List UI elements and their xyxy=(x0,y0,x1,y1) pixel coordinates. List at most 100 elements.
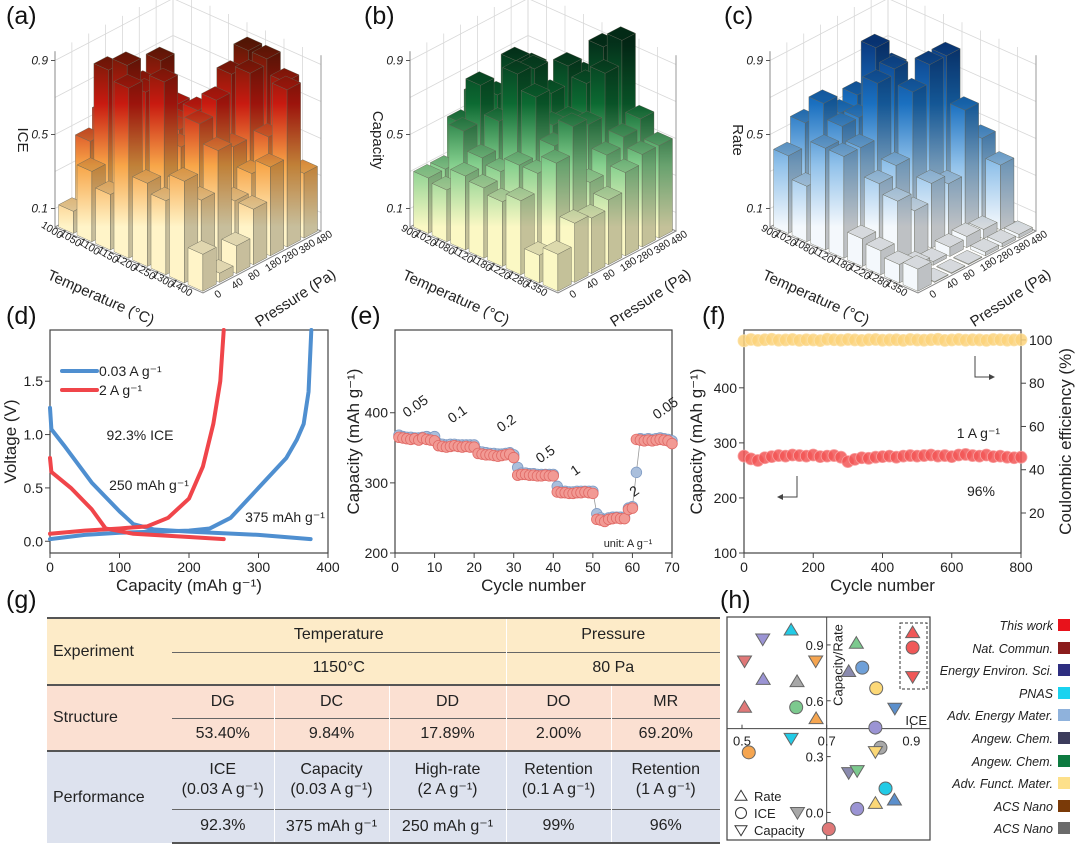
y-axis-label: Capacity/Rate xyxy=(831,624,846,706)
pressure-axis-label: Pressure (Pa) xyxy=(967,266,1054,331)
panel-label-h: (h) xyxy=(720,586,751,614)
bar xyxy=(986,229,1017,248)
journal-legend-label: PNAS xyxy=(1018,686,1053,701)
pressure-tick-label: 0 xyxy=(212,288,224,301)
pressure-tick-label: 0 xyxy=(927,288,939,301)
x-tick-label: 300 xyxy=(247,559,271,575)
data-point xyxy=(587,487,599,500)
pressure-tick-label: 40 xyxy=(584,276,601,293)
cell-dd: 17.89% xyxy=(388,717,506,751)
y-axis-label: Capacity (mAh g⁻¹) xyxy=(687,369,706,515)
cell-mr: 69.20% xyxy=(610,717,720,751)
y2-axis-label: Coulombic efficiency (%) xyxy=(1056,348,1075,535)
journal-color-swatch xyxy=(1058,732,1070,744)
z-axis-label: Rate xyxy=(729,124,746,156)
z-tick-label: 0.1 xyxy=(746,202,763,216)
rate-marker xyxy=(783,622,799,636)
bar xyxy=(934,233,964,257)
y2-tick-label: 40 xyxy=(1029,462,1045,478)
bar xyxy=(542,240,572,292)
bar3d-chart-a: 0.10.50.91000105011001150120012501300140… xyxy=(14,0,339,331)
journal-legend-item: Angew. Chem. xyxy=(972,732,1070,746)
pressure-tick-label: 0 xyxy=(567,288,579,301)
cell-high-rate: 250 mAh g⁻¹ xyxy=(388,808,506,844)
journal-legend-label: Angew. Chem. xyxy=(971,732,1053,746)
data-point xyxy=(547,470,559,482)
bar xyxy=(953,250,983,266)
y-tick-label: 300 xyxy=(365,475,389,491)
capacity-marker xyxy=(867,746,884,760)
row-header-structure: Structure xyxy=(47,684,172,751)
bar xyxy=(187,240,217,292)
rate-label: 2 xyxy=(626,482,642,500)
y-tick-label: 1.0 xyxy=(24,427,44,443)
ice-marker xyxy=(741,745,756,760)
ice-marker xyxy=(869,681,884,696)
rate-marker xyxy=(867,795,884,809)
panel-label-b: (b) xyxy=(364,2,395,30)
x-tick-label: 600 xyxy=(940,559,964,575)
x-tick-label: 40 xyxy=(545,559,561,575)
x-tick-label: 30 xyxy=(506,559,522,575)
efficiency-point xyxy=(1014,333,1028,347)
pressure-tick-label: 40 xyxy=(944,276,961,293)
legend-label: 0.03 A g⁻¹ xyxy=(99,363,162,379)
z-tick-label: 0.1 xyxy=(386,202,403,216)
capacity-marker xyxy=(840,767,857,781)
z-tick-label: 0.9 xyxy=(746,54,763,68)
y2-tick-label: 20 xyxy=(1029,505,1045,521)
ice-marker xyxy=(789,700,804,715)
x-tick-label: 0 xyxy=(740,559,748,575)
pressure-tick-label: 80 xyxy=(961,267,978,284)
x-tick-label: 50 xyxy=(585,559,601,575)
x-tick-label: 0 xyxy=(391,559,399,575)
legend-label: 2 A g⁻¹ xyxy=(99,382,143,398)
pressure-tick-label: 40 xyxy=(229,276,246,293)
ice-marker xyxy=(821,822,836,837)
data-point xyxy=(508,451,520,464)
x-tick-label: 0.9 xyxy=(902,734,920,749)
plot-frame xyxy=(743,329,1022,554)
y-axis-label: Capacity (mAh g⁻¹) xyxy=(344,369,363,515)
header-capacity: Capacity (0.03 A g⁻¹) xyxy=(273,750,389,809)
y-tick-label: 0.5 xyxy=(24,480,44,496)
header-dc: DC xyxy=(273,684,389,718)
x-axis-label: Cycle number xyxy=(481,576,586,595)
y-axis-label: Voltage (V) xyxy=(1,399,20,483)
bar xyxy=(936,258,966,274)
ice-marker xyxy=(855,660,870,675)
x-tick-label: 70 xyxy=(664,559,680,575)
x-tick-label: 60 xyxy=(625,559,641,575)
y-tick-label: 400 xyxy=(714,380,738,396)
z-axis-label: ICE xyxy=(14,127,31,152)
bar xyxy=(169,167,199,284)
cell-temperature-value: 1150°C xyxy=(172,651,506,685)
y-tick-label: 200 xyxy=(365,545,389,561)
journal-legend-item: This work xyxy=(1000,619,1070,633)
header-retention-01: Retention (0.1 A g⁻¹) xyxy=(505,750,611,809)
temperature-axis-label: Temperature (°C) xyxy=(45,267,157,329)
header-retention-01-condition: (0.1 A g⁻¹) xyxy=(521,781,596,799)
capacity-marker xyxy=(783,732,799,746)
y-tick-label: 0.9 xyxy=(806,638,824,653)
this-work-highlight-box xyxy=(899,622,928,690)
capacity-marker xyxy=(807,655,824,669)
rate-label: 0.05 xyxy=(399,391,431,420)
journal-color-swatch xyxy=(1058,641,1070,654)
pressure-axis-label: Pressure (Pa) xyxy=(607,266,694,331)
ice-shape-icon xyxy=(735,807,747,819)
y-tick-label: 100 xyxy=(714,545,738,561)
bar xyxy=(970,238,1000,257)
journal-color-swatch xyxy=(1058,799,1070,812)
panel-label-d: (d) xyxy=(6,302,37,330)
bar3d-chart-b: 0.10.50.99001020108011201180122012801350… xyxy=(369,0,694,331)
rate-label: 1 xyxy=(567,461,583,479)
bar xyxy=(902,255,932,292)
cell-retention-01: 99% xyxy=(505,808,611,844)
rate-label: 0.5 xyxy=(533,442,558,466)
ice-marker xyxy=(868,720,883,735)
journal-legend-label: ACS Nano xyxy=(993,799,1053,814)
x-axis-label: Cycle number xyxy=(830,576,935,595)
header-pressure: Pressure xyxy=(505,617,720,652)
journal-legend-item: Energy Environ. Sci. xyxy=(940,664,1070,678)
